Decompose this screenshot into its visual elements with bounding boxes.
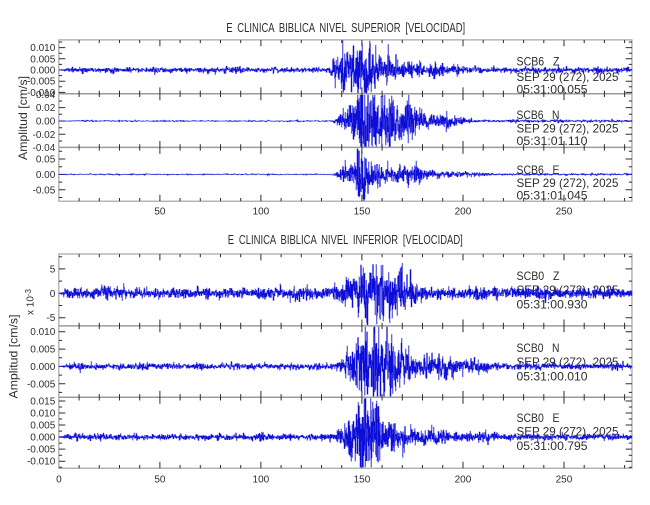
svg-text:-0.005: -0.005 — [27, 379, 56, 390]
svg-text:0.010: 0.010 — [30, 327, 55, 338]
svg-text:0.010: 0.010 — [30, 409, 55, 420]
svg-text:-0.02: -0.02 — [33, 130, 56, 141]
svg-text:SCB0 Z: SCB0 Z — [517, 269, 560, 283]
svg-text:SEP 29 (272), 2025: SEP 29 (272), 2025 — [517, 122, 619, 136]
svg-text:0.00: 0.00 — [36, 170, 56, 181]
svg-text:0.04: 0.04 — [36, 90, 56, 101]
svg-text:-0.05: -0.05 — [33, 185, 56, 196]
svg-text:50: 50 — [154, 207, 166, 218]
svg-text:250: 250 — [556, 207, 573, 218]
svg-text:0.015: 0.015 — [30, 397, 55, 408]
svg-text:0.00: 0.00 — [36, 117, 56, 128]
svg-text:SCB6 Z: SCB6 Z — [517, 55, 560, 69]
svg-text:05:31:00.010: 05:31:00.010 — [517, 370, 588, 384]
svg-text:0: 0 — [50, 289, 56, 300]
svg-text:0.05: 0.05 — [36, 155, 56, 166]
svg-text:-0.005: -0.005 — [27, 77, 56, 88]
svg-text:150: 150 — [354, 475, 371, 486]
svg-text:0.005: 0.005 — [30, 345, 55, 356]
svg-text:5: 5 — [50, 264, 56, 275]
svg-text:0.000: 0.000 — [30, 433, 55, 444]
svg-text:SCB6 N: SCB6 N — [517, 108, 560, 122]
svg-text:0.010: 0.010 — [30, 43, 55, 54]
svg-text:Amplitud [cm/s]: Amplitud [cm/s] — [7, 315, 21, 399]
svg-text:05:31:01.045: 05:31:01.045 — [517, 189, 588, 203]
svg-text:150: 150 — [354, 207, 371, 218]
svg-text:50: 50 — [154, 475, 166, 486]
svg-text:200: 200 — [455, 475, 472, 486]
svg-text:SCB0 E: SCB0 E — [517, 411, 560, 425]
svg-text:0.005: 0.005 — [30, 421, 55, 432]
svg-text:E CLINICA BIBLICA NIVEL SUPERI: E CLINICA BIBLICA NIVEL SUPERIOR [VELOCI… — [226, 20, 465, 35]
svg-text:SCB6 E: SCB6 E — [517, 163, 560, 177]
svg-text:-0.04: -0.04 — [33, 143, 56, 154]
svg-text:0.005: 0.005 — [30, 54, 55, 65]
svg-text:0.000: 0.000 — [30, 66, 55, 77]
svg-text:05:31:00.795: 05:31:00.795 — [517, 439, 588, 453]
svg-text:-0.010: -0.010 — [27, 457, 56, 468]
svg-text:SEP 29 (272), 2025: SEP 29 (272), 2025 — [517, 70, 619, 84]
svg-text:0: 0 — [56, 475, 62, 486]
svg-text:SCB0 N: SCB0 N — [517, 341, 560, 355]
svg-text:200: 200 — [455, 207, 472, 218]
svg-text:Amplitud [cm/s]: Amplitud [cm/s] — [16, 76, 30, 160]
svg-text:05:31:00.930: 05:31:00.930 — [517, 298, 588, 312]
svg-text:100: 100 — [253, 207, 270, 218]
svg-text:100: 100 — [253, 475, 270, 486]
svg-text:SEP 29 (272), 2025: SEP 29 (272), 2025 — [517, 176, 619, 190]
svg-text:E CLINICA BIBLICA NIVEL INFERI: E CLINICA BIBLICA NIVEL INFERIOR [VELOCI… — [228, 232, 463, 247]
svg-text:0.02: 0.02 — [36, 103, 56, 114]
svg-text:0.000: 0.000 — [30, 362, 55, 373]
svg-text:-5: -5 — [46, 313, 55, 324]
svg-text:05:31:01.110: 05:31:01.110 — [517, 134, 588, 148]
svg-text:-0.005: -0.005 — [27, 445, 56, 456]
svg-text:05:31:00.055: 05:31:00.055 — [517, 83, 588, 97]
svg-text:-0.010: -0.010 — [27, 88, 56, 99]
svg-text:250: 250 — [556, 475, 573, 486]
